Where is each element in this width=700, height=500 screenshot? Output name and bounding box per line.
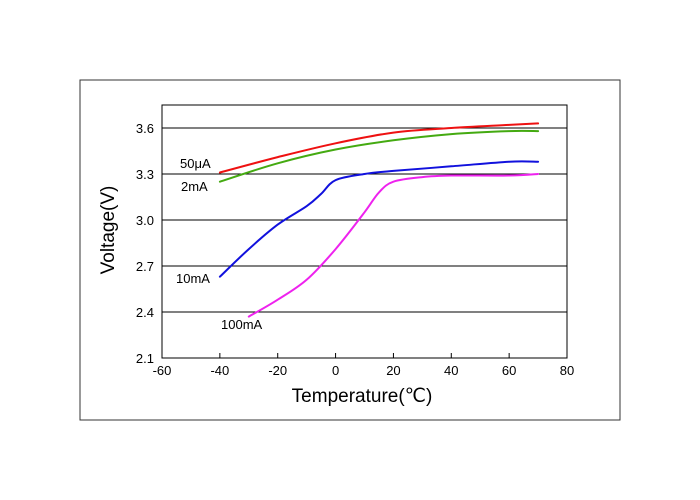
series-labels: 50μA 2mA 10mA 100mA bbox=[176, 156, 263, 332]
plot-area-border bbox=[161, 104, 568, 359]
x-tick-label: -40 bbox=[210, 363, 229, 378]
x-tick-labels: -60 -40 -20 0 20 40 60 80 bbox=[153, 363, 575, 378]
x-axis-title: Temperature(℃) bbox=[292, 386, 433, 407]
y-tick-label: 2.1 bbox=[136, 351, 154, 366]
series-line-50ua bbox=[218, 122, 540, 174]
series-label-2ma: 2mA bbox=[181, 179, 208, 194]
y-tick-label: 3.6 bbox=[136, 121, 154, 136]
x-tick-label: 20 bbox=[386, 363, 400, 378]
y-tick-label: 2.4 bbox=[136, 305, 154, 320]
x-tick-label: 0 bbox=[332, 363, 339, 378]
y-tick-label: 3.3 bbox=[136, 167, 154, 182]
figure-frame bbox=[79, 79, 621, 421]
series-line-2ma bbox=[218, 129, 540, 183]
x-tick-label: 40 bbox=[444, 363, 458, 378]
x-tick-label: 60 bbox=[502, 363, 516, 378]
series-lines bbox=[218, 122, 540, 318]
x-tick-label: 80 bbox=[560, 363, 574, 378]
y-tick-labels: 2.1 2.4 2.7 3.0 3.3 3.6 bbox=[136, 121, 154, 366]
series-label-50ua: 50μA bbox=[180, 156, 211, 171]
series-line-100ma bbox=[247, 173, 540, 318]
x-tick-label: -60 bbox=[153, 363, 172, 378]
axis-ticks bbox=[161, 127, 568, 359]
series-label-100ma: 100mA bbox=[221, 317, 263, 332]
x-tick-label: -20 bbox=[268, 363, 287, 378]
y-tick-label: 2.7 bbox=[136, 259, 154, 274]
y-axis-title: Voltage(V) bbox=[98, 186, 119, 275]
series-label-10ma: 10mA bbox=[176, 271, 210, 286]
series-line-10ma bbox=[218, 160, 540, 278]
y-tick-label: 3.0 bbox=[136, 213, 154, 228]
